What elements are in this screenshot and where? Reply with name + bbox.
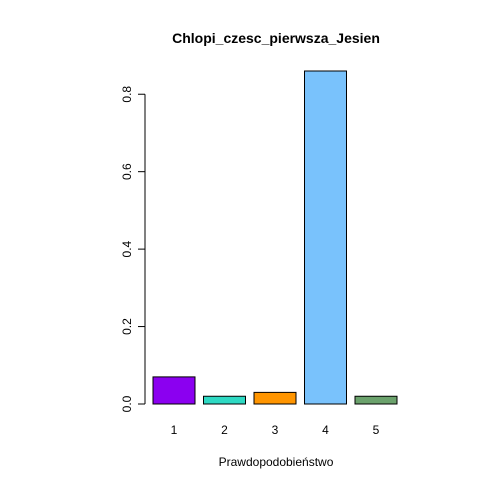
y-tick-label: 0.8 [120, 86, 134, 103]
bar-2 [203, 395, 246, 405]
y-tick-label: 0.6 [120, 163, 134, 180]
chart-title: Chlopi_czesc_pierwsza_Jesien [172, 30, 380, 46]
y-axis: 0.0 0.2 0.4 0.6 0.8 [120, 86, 146, 412]
x-tick-label: 4 [322, 423, 329, 437]
bar-4 [304, 70, 347, 405]
y-tick-label: 0.0 [120, 395, 134, 412]
x-tick-label: 1 [171, 423, 178, 437]
x-axis-label: Prawdopodobieństwo [219, 455, 334, 469]
bar-5 [354, 395, 398, 405]
x-tick-labels: 1 2 3 4 5 [171, 423, 380, 437]
y-tick-label: 0.4 [120, 240, 134, 257]
bars [152, 70, 398, 405]
bar-1 [152, 376, 196, 405]
bar-3 [253, 391, 297, 405]
x-tick-label: 2 [221, 423, 228, 437]
x-tick-label: 3 [272, 423, 279, 437]
y-tick-label: 0.2 [120, 318, 134, 335]
x-tick-label: 5 [373, 423, 380, 437]
